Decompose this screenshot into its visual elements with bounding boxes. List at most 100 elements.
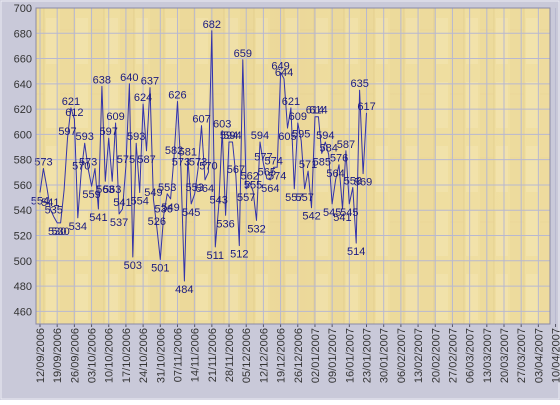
- x-tick-label: 09/01/2007: [327, 328, 339, 383]
- series-line: [39, 30, 367, 282]
- x-tick-label: 06/02/2007: [396, 328, 408, 383]
- x-tick-label: 14/11/2006: [190, 328, 202, 382]
- x-tick-label: 07/11/2006: [172, 328, 184, 382]
- data-label: 614: [306, 105, 324, 117]
- y-tick-label: 500: [14, 256, 32, 268]
- data-label: 558: [344, 175, 362, 187]
- y-tick-label: 520: [14, 231, 32, 243]
- data-label: 541: [113, 197, 131, 209]
- x-tick-label: 28/11/2006: [224, 328, 236, 382]
- data-label: 530: [48, 226, 66, 238]
- data-label: 535: [45, 205, 63, 217]
- data-label: 595: [292, 129, 310, 141]
- x-tick-label: 26/09/2006: [69, 328, 81, 383]
- data-label: 577: [254, 151, 272, 163]
- x-tick-label: 20/03/2007: [499, 328, 511, 383]
- data-label: 575: [117, 154, 135, 166]
- y-tick-label: 660: [14, 54, 32, 66]
- data-label: 567: [227, 164, 245, 176]
- x-tick-label: 03/04/2007: [533, 328, 545, 383]
- x-tick-label: 31/10/2006: [155, 328, 167, 383]
- data-label: 621: [282, 96, 300, 108]
- x-tick-label: 10/04/2007: [551, 328, 560, 383]
- data-label: 541: [41, 197, 59, 209]
- data-label: 621: [62, 96, 80, 108]
- y-tick-label: 560: [14, 180, 32, 192]
- data-label: 537: [110, 217, 128, 229]
- y-tick-label: 640: [14, 79, 32, 91]
- x-axis: 12/09/2006 19/09/2006 26/09/2006 03/10/2006…: [35, 324, 560, 383]
- x-tick-label: 05/12/2006: [241, 328, 253, 383]
- data-label: 569: [354, 177, 372, 189]
- data-label: 511: [207, 250, 225, 262]
- data-label: 564: [326, 168, 344, 180]
- data-label: 644: [275, 67, 293, 79]
- data-label: 553: [158, 182, 176, 194]
- data-label: 557: [285, 192, 303, 204]
- data-label: 609: [289, 111, 307, 123]
- data-label: 682: [203, 19, 221, 31]
- data-label: 617: [357, 101, 375, 113]
- x-tick-label: 12/09/2006: [35, 328, 47, 383]
- data-label: 570: [199, 160, 217, 172]
- y-tick-label: 540: [14, 205, 32, 217]
- x-tick-label: 13/03/2007: [482, 328, 494, 383]
- data-label: 484: [175, 284, 193, 296]
- data-label: 624: [134, 92, 152, 104]
- data-label: 585: [313, 156, 331, 168]
- data-label: 614: [309, 105, 327, 117]
- data-label: 542: [302, 211, 320, 223]
- data-label: 554: [130, 196, 148, 208]
- data-label: 543: [210, 194, 228, 206]
- data-label: 584: [320, 143, 338, 155]
- data-label: 626: [168, 90, 186, 102]
- data-label: 593: [76, 131, 94, 143]
- data-label: 563: [96, 184, 114, 196]
- data-label: 649: [271, 60, 289, 72]
- data-label: 534: [69, 221, 87, 233]
- data-label: 635: [350, 78, 368, 90]
- data-label: 565: [258, 167, 276, 179]
- series-layer: [39, 30, 367, 282]
- x-tick-label: 16/01/2007: [344, 328, 356, 383]
- data-label: 582: [165, 145, 183, 157]
- data-label: 609: [106, 111, 124, 123]
- y-tick-label: 600: [14, 129, 32, 141]
- x-tick-label: 06/03/2007: [465, 328, 477, 383]
- x-tick-label: 27/02/2007: [447, 328, 459, 383]
- x-tick-label: 30/01/2007: [379, 328, 391, 383]
- data-label: 549: [161, 202, 179, 214]
- x-tick-label: 21/11/2006: [207, 328, 219, 382]
- data-label: 581: [179, 146, 197, 158]
- data-label: 514: [347, 246, 365, 258]
- data-label: 605: [278, 131, 296, 143]
- data-label: 573: [79, 157, 97, 169]
- data-label: 541: [333, 212, 351, 224]
- data-label: 541: [89, 212, 107, 224]
- data-label: 576: [330, 153, 348, 165]
- data-label: 532: [247, 223, 265, 235]
- data-label: 574: [265, 155, 283, 167]
- x-tick-label: 17/10/2006: [121, 328, 133, 383]
- data-label: 573: [172, 157, 190, 169]
- data-label: 659: [234, 48, 252, 60]
- data-label: 559: [82, 189, 100, 201]
- data-label: 530: [51, 226, 69, 238]
- x-tick-label: 02/01/2007: [310, 328, 322, 383]
- data-label: 573: [34, 157, 52, 169]
- x-tick-label: 26/12/2006: [293, 328, 305, 383]
- data-label: 545: [182, 207, 200, 219]
- x-tick-label: 23/01/2007: [362, 328, 374, 383]
- y-tick-label: 460: [14, 306, 32, 318]
- data-label: 564: [196, 183, 214, 195]
- data-label: 638: [93, 74, 111, 86]
- data-label: 545: [340, 207, 358, 219]
- data-label: 545: [323, 207, 341, 219]
- x-tick-label: 19/09/2006: [52, 328, 64, 383]
- x-tick-label: 27/03/2007: [516, 328, 528, 383]
- data-label: 503: [124, 260, 142, 272]
- y-tick-label: 580: [14, 155, 32, 167]
- plot-frame: [35, 7, 551, 325]
